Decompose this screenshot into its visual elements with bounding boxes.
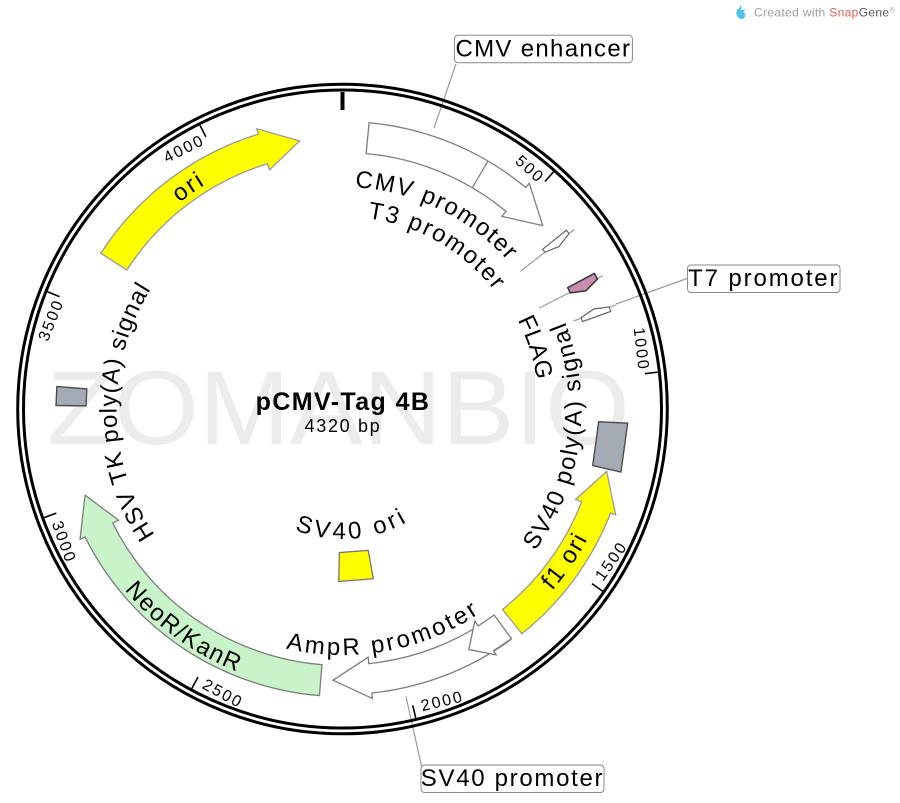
svg-text:SV40 promoter: SV40 promoter — [421, 765, 604, 792]
svg-text:pCMV-Tag 4B: pCMV-Tag 4B — [256, 388, 431, 416]
svg-text:T7 promoter: T7 promoter — [688, 265, 839, 292]
svg-text:CMV enhancer: CMV enhancer — [455, 35, 631, 62]
svg-text:Created with SnapGene®: Created with SnapGene® — [754, 6, 895, 20]
svg-text:ZOMANBIO: ZOMANBIO — [47, 350, 630, 467]
svg-text:1000: 1000 — [630, 327, 652, 372]
svg-text:4320 bp: 4320 bp — [305, 416, 382, 436]
